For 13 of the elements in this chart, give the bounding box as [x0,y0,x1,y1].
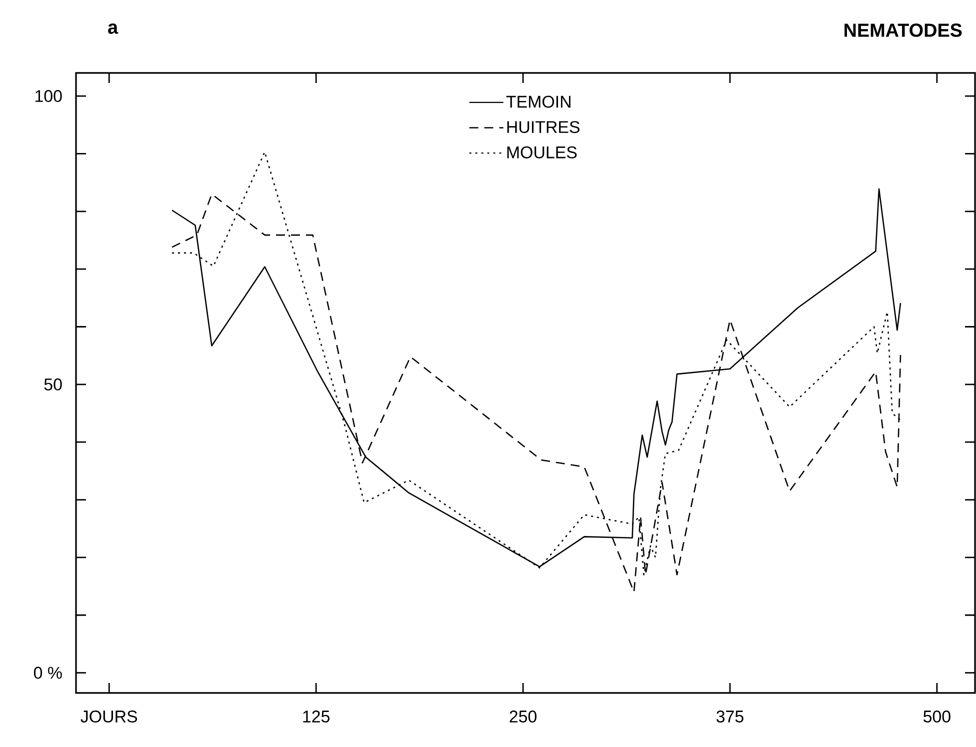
text: a [108,24,118,34]
y-tick-label: 50 [44,378,62,390]
y-tick-label: 100 [36,90,62,102]
chart-title: NEMATODES [844,24,962,37]
x-tick-label: 500 [923,710,950,722]
x-tick-label: 125 [303,710,330,722]
legend-label: MOULES [507,146,577,158]
y-tick-label: 0 % [34,666,62,679]
x-tick-label: 375 [716,710,744,722]
legend-label: HUITRES [507,121,580,134]
legend-label: TEMOIN [506,96,570,108]
x-tick-label: JOURS [80,710,138,722]
x-tick-label: 250 [510,710,536,722]
